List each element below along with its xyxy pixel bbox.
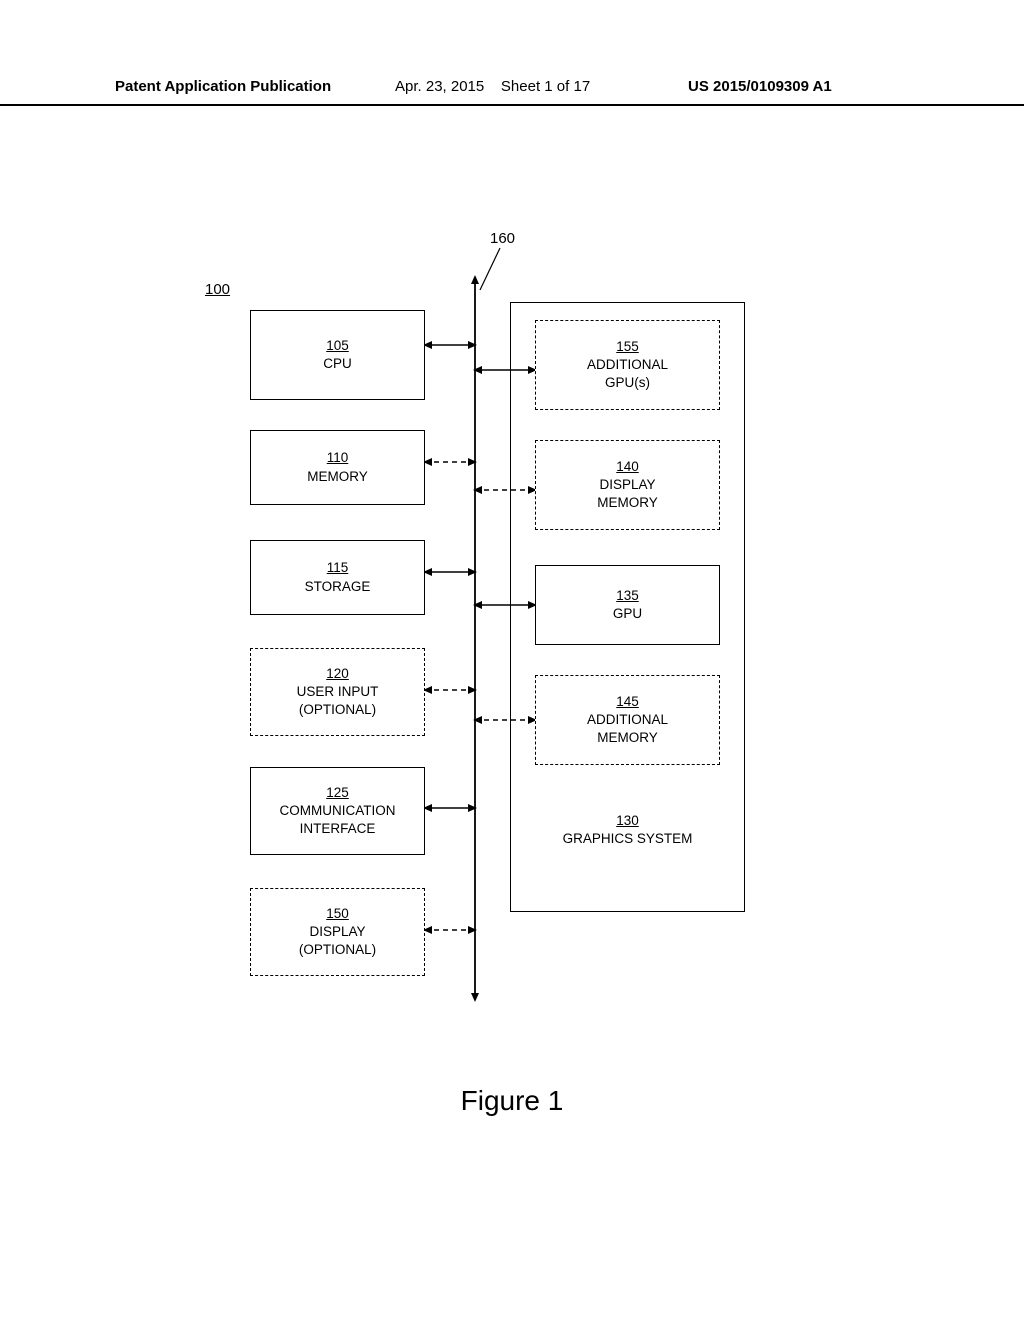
block-addmem-label-line: MEMORY xyxy=(597,729,658,747)
block-addmem: 145ADDITIONALMEMORY xyxy=(535,675,720,765)
block-addgpu-num: 155 xyxy=(616,338,639,356)
block-addmem-num: 145 xyxy=(616,693,639,711)
block-userinput-num: 120 xyxy=(326,665,349,683)
block-graphsys-num: 130 xyxy=(616,812,639,830)
header-sheet: Sheet 1 of 17 xyxy=(501,78,590,95)
block-memory-num: 110 xyxy=(327,449,349,467)
block-storage-label-line: STORAGE xyxy=(305,578,371,596)
block-storage: 115STORAGE xyxy=(250,540,425,615)
block-display-label-line: DISPLAY xyxy=(309,923,365,941)
block-userinput: 120USER INPUT(OPTIONAL) xyxy=(250,648,425,736)
block-graphsys-label-line: GRAPHICS SYSTEM xyxy=(563,830,693,848)
reference-numeral-160: 160 xyxy=(490,230,515,247)
block-dispmem-label-line: MEMORY xyxy=(597,494,658,512)
block-memory: 110MEMORY xyxy=(250,430,425,505)
block-addgpu-label-line: ADDITIONAL xyxy=(587,356,668,374)
block-comm-label-line: INTERFACE xyxy=(300,820,376,838)
figure-caption: Figure 1 xyxy=(0,1085,1024,1117)
block-addmem-label-line: ADDITIONAL xyxy=(587,711,668,729)
block-comm-label-line: COMMUNICATION xyxy=(280,802,396,820)
block-storage-num: 115 xyxy=(327,559,349,577)
reference-numeral-100: 100 xyxy=(205,281,230,298)
block-cpu: 105CPU xyxy=(250,310,425,400)
block-userinput-label-line: USER INPUT xyxy=(297,683,379,701)
block-cpu-label-line: CPU xyxy=(323,355,352,373)
header-right: US 2015/0109309 A1 xyxy=(688,78,832,95)
block-gpu-label-line: GPU xyxy=(613,605,642,623)
block-dispmem-num: 140 xyxy=(616,458,639,476)
block-display-label-line: (OPTIONAL) xyxy=(299,941,376,959)
block-dispmem: 140DISPLAYMEMORY xyxy=(535,440,720,530)
block-cpu-num: 105 xyxy=(326,337,349,355)
block-gpu-num: 135 xyxy=(616,587,639,605)
block-userinput-label-line: (OPTIONAL) xyxy=(299,701,376,719)
block-memory-label-line: MEMORY xyxy=(307,468,368,486)
block-comm-num: 125 xyxy=(326,784,349,802)
block-dispmem-label-line: DISPLAY xyxy=(599,476,655,494)
block-graphsys: 130GRAPHICS SYSTEM xyxy=(535,800,720,860)
block-gpu: 135GPU xyxy=(535,565,720,645)
block-addgpu-label-line: GPU(s) xyxy=(605,374,650,392)
block-display-num: 150 xyxy=(326,905,349,923)
page-header: Patent Application Publication Apr. 23, … xyxy=(0,78,1024,106)
block-display: 150DISPLAY(OPTIONAL) xyxy=(250,888,425,976)
header-date: Apr. 23, 2015 xyxy=(395,78,484,95)
header-left: Patent Application Publication xyxy=(115,78,331,95)
header-mid: Apr. 23, 2015 Sheet 1 of 17 xyxy=(395,78,590,95)
block-addgpu: 155ADDITIONALGPU(s) xyxy=(535,320,720,410)
block-comm: 125COMMUNICATIONINTERFACE xyxy=(250,767,425,855)
